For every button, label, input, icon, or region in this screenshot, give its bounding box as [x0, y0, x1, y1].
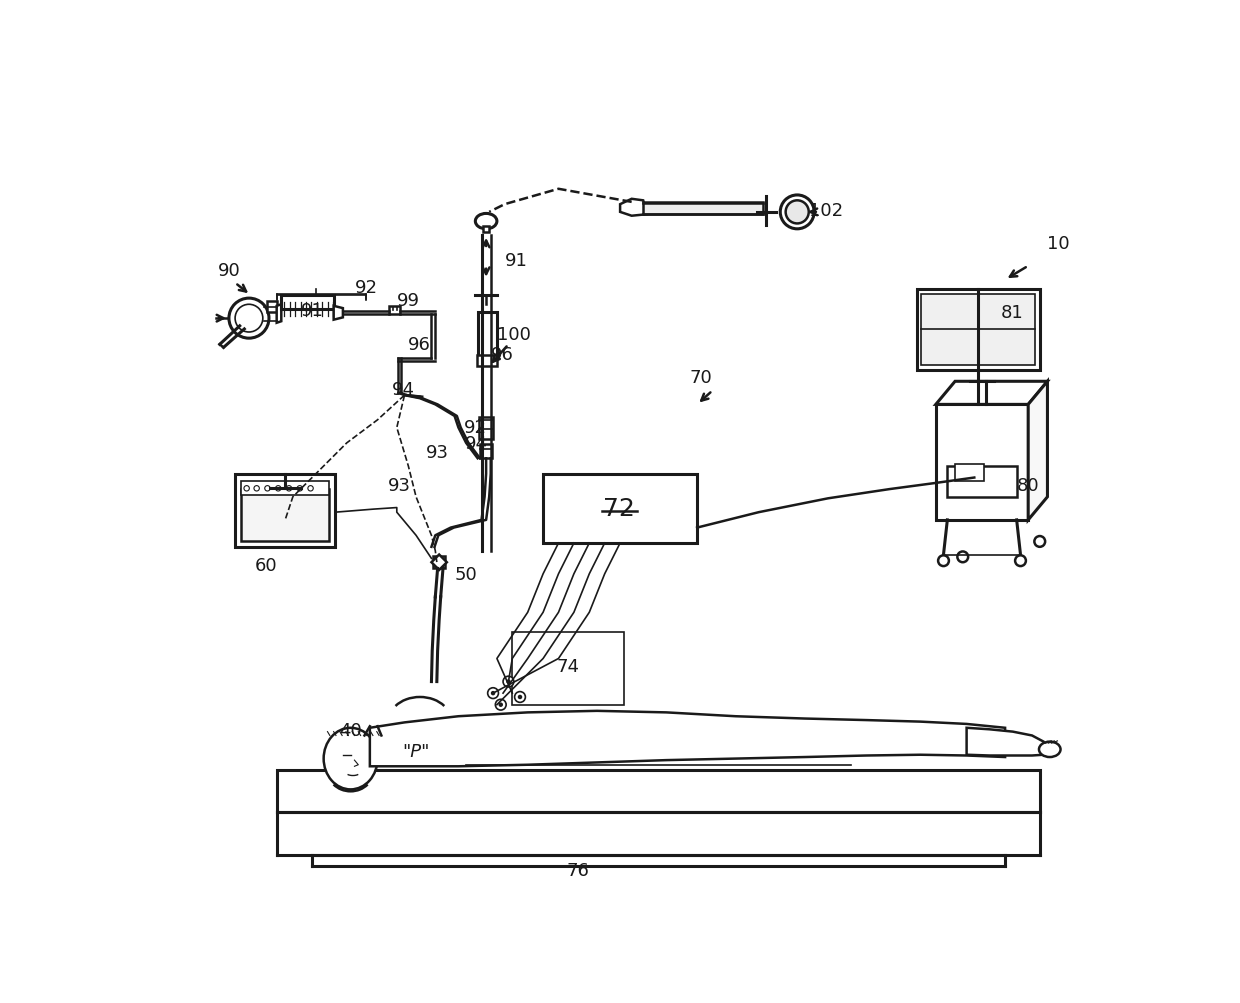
Circle shape — [298, 486, 303, 491]
Text: 96: 96 — [491, 346, 513, 364]
Bar — [242, 481, 329, 495]
Bar — [268, 302, 277, 313]
Polygon shape — [936, 382, 1048, 405]
Text: 92: 92 — [464, 419, 487, 437]
Bar — [278, 770, 1040, 812]
Bar — [236, 474, 335, 548]
Bar — [477, 356, 497, 366]
Polygon shape — [1028, 382, 1048, 521]
Circle shape — [244, 486, 249, 491]
Text: 100: 100 — [497, 325, 531, 343]
Text: 90: 90 — [218, 262, 241, 280]
Circle shape — [487, 688, 498, 699]
Text: 96: 96 — [408, 336, 432, 354]
Bar — [947, 466, 1017, 497]
Text: 40: 40 — [339, 721, 362, 739]
Text: 81: 81 — [1001, 304, 1024, 322]
Polygon shape — [277, 305, 281, 323]
Circle shape — [495, 700, 506, 710]
Ellipse shape — [324, 728, 377, 789]
Polygon shape — [370, 711, 1006, 766]
Bar — [921, 294, 1035, 366]
Polygon shape — [967, 728, 1048, 755]
Text: "P": "P" — [402, 742, 430, 760]
Circle shape — [275, 486, 281, 491]
Bar — [389, 307, 399, 314]
Circle shape — [1034, 537, 1045, 548]
Bar — [543, 474, 697, 544]
Bar — [955, 465, 985, 481]
Circle shape — [515, 692, 526, 703]
Text: 74: 74 — [557, 658, 580, 675]
Bar — [484, 227, 490, 233]
Text: 70: 70 — [689, 369, 712, 387]
Text: 80: 80 — [1017, 476, 1039, 494]
Text: 99: 99 — [397, 292, 420, 310]
Ellipse shape — [1039, 742, 1060, 757]
Circle shape — [500, 703, 502, 706]
Circle shape — [229, 299, 269, 339]
Bar — [644, 203, 763, 215]
Polygon shape — [432, 555, 446, 571]
Bar — [433, 557, 445, 569]
Bar — [242, 489, 329, 542]
Circle shape — [254, 486, 259, 491]
Text: 50: 50 — [455, 566, 477, 583]
Bar — [480, 445, 492, 458]
Text: 91: 91 — [505, 252, 527, 270]
Circle shape — [780, 196, 815, 230]
Circle shape — [503, 676, 513, 687]
Polygon shape — [334, 307, 343, 320]
Ellipse shape — [475, 215, 497, 230]
Text: 91: 91 — [301, 302, 324, 320]
Circle shape — [939, 556, 949, 567]
Circle shape — [236, 305, 263, 333]
Text: 94: 94 — [392, 380, 414, 398]
Bar — [479, 313, 497, 359]
Bar — [936, 405, 1028, 521]
Circle shape — [308, 486, 314, 491]
Circle shape — [265, 486, 270, 491]
Text: 93: 93 — [388, 476, 410, 494]
Circle shape — [1016, 556, 1025, 567]
Text: 93: 93 — [427, 443, 449, 461]
Text: 92: 92 — [355, 279, 377, 297]
Circle shape — [491, 692, 495, 695]
Text: 10: 10 — [1048, 235, 1070, 253]
Text: 60: 60 — [254, 556, 277, 574]
Circle shape — [507, 680, 510, 683]
Circle shape — [786, 202, 808, 225]
Circle shape — [286, 486, 291, 491]
Bar — [479, 418, 494, 439]
Text: 76: 76 — [567, 862, 589, 880]
Bar — [916, 290, 1040, 370]
Polygon shape — [620, 200, 647, 217]
Text: 94: 94 — [465, 434, 487, 452]
Text: 102: 102 — [808, 203, 843, 220]
Bar — [281, 296, 334, 310]
Circle shape — [957, 552, 968, 563]
Circle shape — [518, 696, 522, 699]
Bar — [512, 632, 624, 705]
Text: 72: 72 — [603, 496, 635, 521]
